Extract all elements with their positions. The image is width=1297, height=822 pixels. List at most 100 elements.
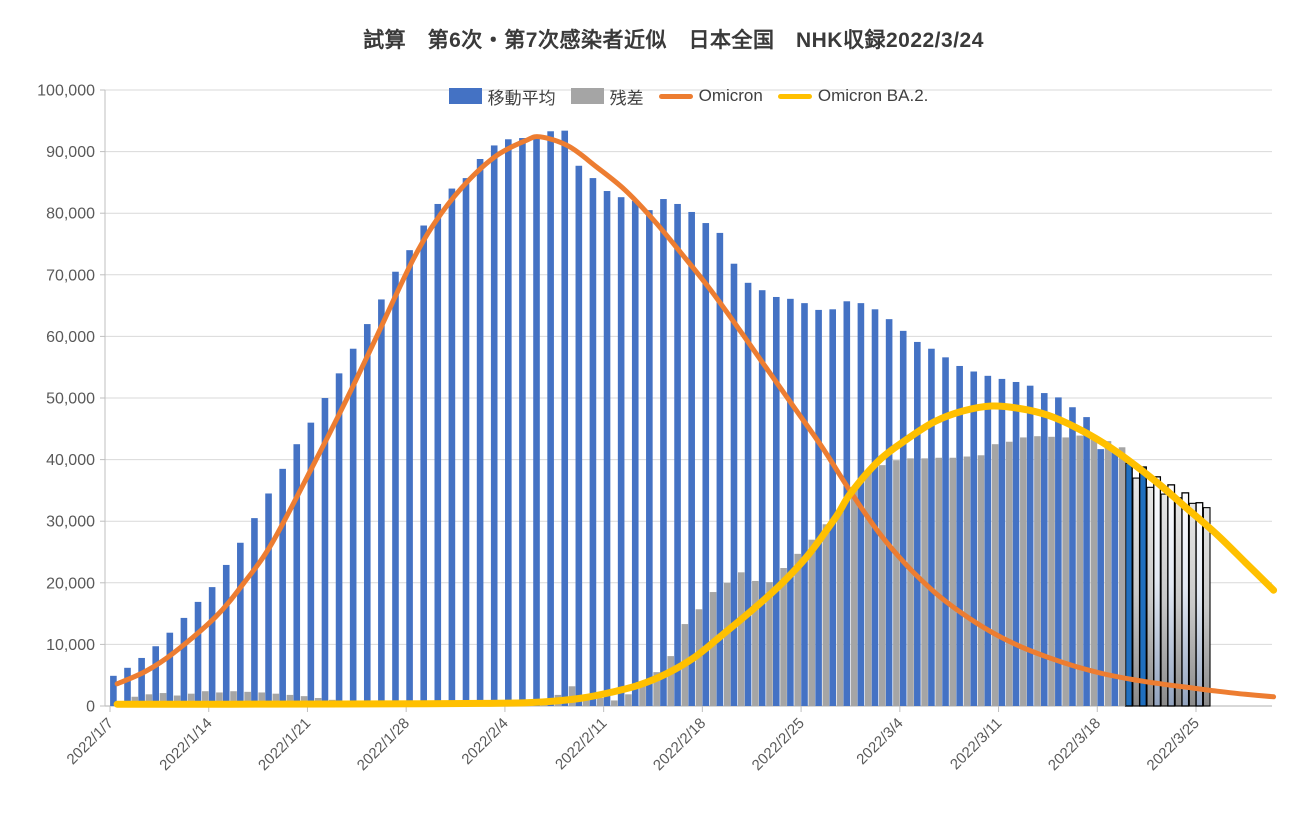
bar-moving-average[interactable]	[674, 203, 681, 706]
bar-moving-average[interactable]	[307, 422, 315, 706]
bar-moving-average[interactable]	[688, 211, 695, 706]
bar-residual[interactable]	[1104, 441, 1112, 706]
bar-moving-average[interactable]	[1097, 449, 1104, 706]
bar-residual[interactable]	[893, 460, 900, 706]
bar-residual-forecast[interactable]	[1188, 502, 1197, 707]
bar-moving-average[interactable]	[928, 348, 935, 706]
bar-moving-average[interactable]	[716, 232, 724, 707]
bar-moving-average[interactable]	[363, 324, 371, 706]
bar-moving-average[interactable]	[871, 309, 879, 706]
bar-moving-average[interactable]	[208, 587, 216, 706]
bar-moving-average[interactable]	[490, 145, 498, 706]
bar-moving-average[interactable]	[1083, 417, 1090, 706]
bar-moving-average[interactable]	[998, 378, 1006, 706]
omicron-line[interactable]	[114, 134, 1277, 700]
bar-moving-average[interactable]	[758, 290, 766, 706]
bar-moving-average[interactable]	[885, 319, 893, 706]
bar-residual[interactable]	[596, 697, 604, 706]
bar-residual[interactable]	[1118, 447, 1126, 706]
bar-moving-average[interactable]	[899, 330, 907, 706]
bar-moving-average[interactable]	[124, 667, 131, 706]
bar-moving-average[interactable]	[1111, 450, 1119, 706]
bar-residual[interactable]	[611, 700, 618, 706]
bar-residual[interactable]	[780, 568, 787, 706]
bar-moving-average[interactable]	[631, 200, 639, 706]
bar-moving-average[interactable]	[152, 646, 160, 706]
bar-moving-average[interactable]	[476, 158, 484, 706]
omicron-ba2-line[interactable]	[113, 402, 1278, 708]
bar-residual[interactable]	[1020, 437, 1027, 706]
bar-moving-average-forecast[interactable]	[1124, 462, 1133, 707]
bar-moving-average-forecast[interactable]	[1167, 484, 1176, 707]
bar-residual[interactable]	[272, 693, 280, 706]
bar-moving-average[interactable]	[801, 303, 808, 706]
legend-item-moving-average[interactable]: 移動平均	[448, 84, 556, 109]
bar-moving-average[interactable]	[110, 675, 117, 706]
bar-moving-average[interactable]	[603, 191, 611, 707]
bar-residual[interactable]	[850, 487, 858, 706]
bar-moving-average[interactable]	[589, 178, 597, 706]
bar-residual-forecast[interactable]	[1132, 477, 1141, 707]
bar-moving-average[interactable]	[251, 518, 258, 706]
bar-residual[interactable]	[752, 580, 759, 706]
bar-residual[interactable]	[582, 699, 590, 706]
bar-residual[interactable]	[639, 683, 646, 706]
bar-residual[interactable]	[145, 694, 153, 706]
bar-residual[interactable]	[963, 456, 971, 706]
bar-residual[interactable]	[159, 693, 167, 706]
bar-moving-average[interactable]	[265, 493, 272, 706]
bar-moving-average[interactable]	[575, 165, 583, 706]
bar-residual[interactable]	[808, 539, 816, 706]
bar-moving-average[interactable]	[180, 617, 188, 706]
bar-moving-average[interactable]	[829, 309, 837, 706]
bar-moving-average[interactable]	[646, 210, 653, 706]
bar-moving-average[interactable]	[321, 398, 329, 706]
bar-residual[interactable]	[723, 582, 731, 706]
bar-residual[interactable]	[935, 457, 943, 706]
bar-residual[interactable]	[187, 693, 195, 706]
bar-residual[interactable]	[977, 455, 985, 706]
bar-residual[interactable]	[1062, 437, 1069, 706]
bar-moving-average[interactable]	[1040, 393, 1048, 706]
bar-moving-average[interactable]	[335, 373, 343, 706]
bar-residual[interactable]	[907, 458, 914, 706]
bar-residual[interactable]	[836, 511, 844, 706]
bar-residual[interactable]	[216, 692, 223, 706]
bar-residual[interactable]	[230, 691, 237, 706]
series-omicron-line[interactable]	[114, 134, 1277, 700]
bar-moving-average[interactable]	[1012, 381, 1020, 706]
bar-residual[interactable]	[794, 553, 801, 706]
bar-residual[interactable]	[1005, 441, 1013, 706]
bar-moving-average[interactable]	[222, 564, 230, 706]
bar-moving-average[interactable]	[561, 130, 569, 706]
bar-moving-average[interactable]	[448, 188, 456, 706]
bar-moving-average[interactable]	[956, 365, 963, 706]
bar-residual[interactable]	[709, 592, 717, 706]
bar-residual[interactable]	[737, 572, 745, 706]
bar-moving-average[interactable]	[519, 138, 526, 707]
bar-residual[interactable]	[822, 524, 830, 706]
bar-moving-average[interactable]	[617, 197, 625, 706]
bar-moving-average[interactable]	[378, 299, 385, 706]
bar-residual[interactable]	[991, 444, 999, 706]
bar-moving-average[interactable]	[462, 178, 470, 706]
bar-residual-forecast[interactable]	[1202, 507, 1211, 707]
series-moving-average[interactable]	[110, 130, 1204, 707]
bar-moving-average[interactable]	[293, 444, 301, 706]
bar-moving-average[interactable]	[533, 135, 540, 707]
bar-residual[interactable]	[653, 672, 660, 706]
legend-item-residual[interactable]: 残差	[570, 84, 644, 109]
bar-moving-average[interactable]	[702, 223, 710, 706]
bar-moving-average[interactable]	[1026, 385, 1034, 706]
bar-moving-average[interactable]	[392, 271, 399, 706]
bar-moving-average[interactable]	[349, 348, 357, 706]
bar-residual[interactable]	[258, 692, 266, 706]
series-omicron-ba2-line[interactable]	[113, 402, 1278, 708]
bar-moving-average[interactable]	[660, 199, 667, 707]
bar-moving-average[interactable]	[138, 657, 145, 706]
bar-moving-average[interactable]	[970, 371, 978, 706]
bar-residual[interactable]	[1076, 435, 1084, 706]
bar-moving-average[interactable]	[279, 468, 286, 706]
bar-moving-average-forecast[interactable]	[1195, 502, 1204, 707]
bar-moving-average-forecast[interactable]	[1139, 466, 1147, 707]
